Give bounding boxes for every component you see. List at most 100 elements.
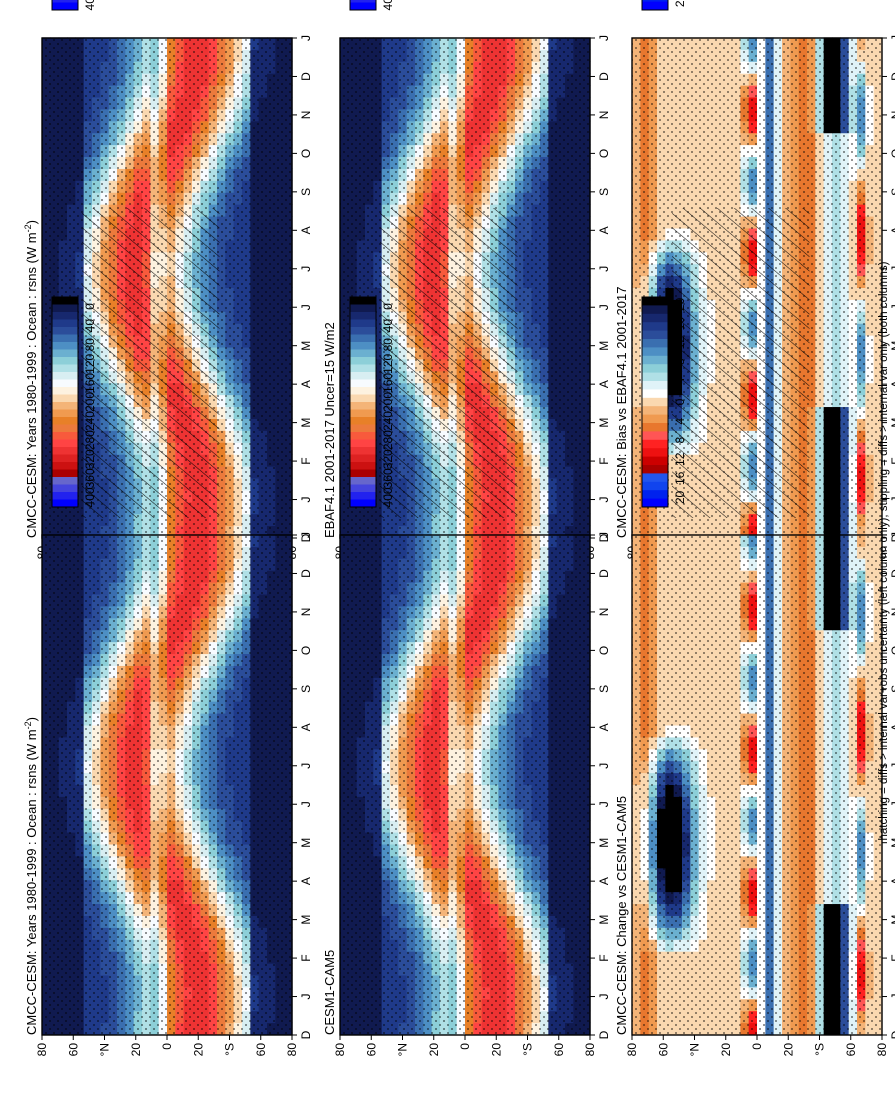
colorbar-tick-label: 80 xyxy=(83,338,97,352)
x-tick-label: A xyxy=(597,226,611,234)
colorbar-swatch xyxy=(52,394,78,402)
panel-title: EBAF4.1 2001-2017 Uncer=15 W/m2 xyxy=(322,322,337,538)
colorbar-tick-label: 200 xyxy=(83,392,97,412)
hatch-overlay xyxy=(82,208,220,518)
x-tick-label: S xyxy=(299,188,313,196)
colorbar-tick-label: 360 xyxy=(83,468,97,488)
x-tick-label: M xyxy=(597,341,611,351)
x-tick-label: O xyxy=(299,646,313,655)
x-tick-label: A xyxy=(597,380,611,388)
x-tick-label: D xyxy=(597,72,611,81)
y-tick-label: 60 xyxy=(66,1043,80,1057)
x-tick-label: J xyxy=(299,35,313,41)
colorbar-swatch xyxy=(52,379,78,387)
x-tick-label: J xyxy=(299,801,313,807)
colorbar-tick-label: 120 xyxy=(83,353,97,373)
x-tick-label: A xyxy=(299,723,313,731)
colorbar-swatch xyxy=(52,492,78,500)
x-tick-label: N xyxy=(597,111,611,120)
colorbar-swatch xyxy=(52,319,78,327)
x-tick-label: A xyxy=(299,226,313,234)
colorbar-tick-label: 0 xyxy=(83,303,97,310)
hatch-overlay xyxy=(380,208,518,518)
x-tick-label: J xyxy=(299,266,313,272)
colorbar-swatch xyxy=(52,334,78,342)
x-tick-label: D xyxy=(299,569,313,578)
y-tick-label: 80 xyxy=(35,1043,49,1057)
stipple-overlay xyxy=(42,535,292,1035)
x-tick-label: J xyxy=(299,304,313,310)
colorbar-swatch xyxy=(52,304,78,312)
x-tick-label: M xyxy=(299,418,313,428)
colorbar-swatch xyxy=(52,2,78,10)
x-tick-label: S xyxy=(299,685,313,693)
x-tick-label: M xyxy=(299,915,313,925)
colorbar-swatch xyxy=(52,402,78,410)
colorbar-swatch xyxy=(52,342,78,350)
x-tick-label: S xyxy=(597,188,611,196)
x-tick-label: F xyxy=(299,457,313,464)
colorbar-swatch xyxy=(52,372,78,380)
heatmap-plot xyxy=(340,37,591,538)
colorbar-swatch xyxy=(52,477,78,485)
colorbar-tick-label: 400 xyxy=(381,0,395,10)
colorbar-swatch xyxy=(52,454,78,462)
x-tick-label: N xyxy=(299,111,313,120)
colorbar-swatch xyxy=(52,439,78,447)
x-tick-label: O xyxy=(597,149,611,158)
colorbar-swatch xyxy=(52,484,78,492)
colorbar-tick-label: 400 xyxy=(83,0,97,10)
colorbar-swatch xyxy=(52,447,78,455)
y-tick-label: 20 xyxy=(191,1043,205,1057)
x-tick-label: J xyxy=(597,304,611,310)
colorbar-swatch xyxy=(52,469,78,477)
panel-title: CMCC-CESM: Years 1980-1999 : Ocean : rsn… xyxy=(23,220,39,538)
colorbar-tick-label: 40 xyxy=(83,319,97,333)
x-tick-label: F xyxy=(597,457,611,464)
colorbar-swatch xyxy=(52,417,78,425)
x-tick-label: M xyxy=(299,341,313,351)
x-tick-label: M xyxy=(299,838,313,848)
x-tick-label: D xyxy=(299,72,313,81)
x-tick-label: N xyxy=(299,608,313,617)
y-tick-label: 80 xyxy=(285,1043,299,1057)
colorbar-swatch xyxy=(52,0,78,3)
colorbar-swatch xyxy=(52,327,78,335)
heatmap-plot xyxy=(42,534,293,1035)
y-tick-label: °S xyxy=(223,1043,237,1056)
colorbar-swatch xyxy=(52,364,78,372)
colorbar-swatch xyxy=(52,462,78,470)
colorbar-tick-label: 280 xyxy=(83,430,97,450)
x-tick-label: J xyxy=(299,532,313,538)
x-tick-label: J xyxy=(299,763,313,769)
x-tick-label: J xyxy=(597,497,611,503)
y-tick-label: 60 xyxy=(254,1043,268,1057)
y-tick-label: °N xyxy=(98,1043,112,1056)
x-tick-label: A xyxy=(299,380,313,388)
colorbar-swatch xyxy=(52,499,78,507)
colorbar-tick-label: 160 xyxy=(83,373,97,393)
colorbar-swatch xyxy=(52,297,78,305)
x-tick-label: J xyxy=(299,497,313,503)
colorbar-tick-label: 240 xyxy=(83,411,97,431)
heatmap-plot xyxy=(340,534,591,1035)
colorbar-swatch xyxy=(350,2,376,10)
colorbar-swatch xyxy=(52,424,78,432)
colorbar-swatch xyxy=(52,409,78,417)
colorbar-swatch xyxy=(350,0,376,3)
x-tick-label: J xyxy=(299,994,313,1000)
colorbar-swatch xyxy=(52,432,78,440)
x-tick-label: O xyxy=(299,149,313,158)
colorbar-swatch xyxy=(52,312,78,320)
colorbar-tick-label: 400 xyxy=(83,487,97,507)
colorbar-swatch xyxy=(52,387,78,395)
x-tick-label: A xyxy=(299,877,313,885)
x-tick-label: J xyxy=(597,266,611,272)
x-tick-label: M xyxy=(597,418,611,428)
colorbar-swatch xyxy=(52,349,78,357)
x-tick-label: J xyxy=(597,35,611,41)
heatmap-plot xyxy=(42,37,293,538)
